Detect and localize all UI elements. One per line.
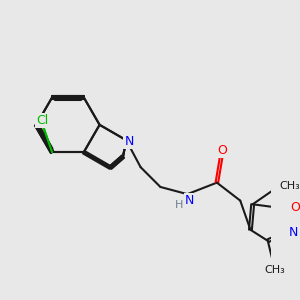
Text: N: N [288,226,298,239]
Text: CH₃: CH₃ [264,265,285,275]
Text: Cl: Cl [36,114,48,128]
Text: O: O [217,145,227,158]
Text: CH₃: CH₃ [279,181,300,190]
Text: N: N [185,194,194,207]
Text: Cl: Cl [36,114,48,128]
Text: O: O [290,201,300,214]
Text: N: N [124,135,134,148]
Text: N: N [124,135,134,148]
Text: H: H [175,200,184,210]
